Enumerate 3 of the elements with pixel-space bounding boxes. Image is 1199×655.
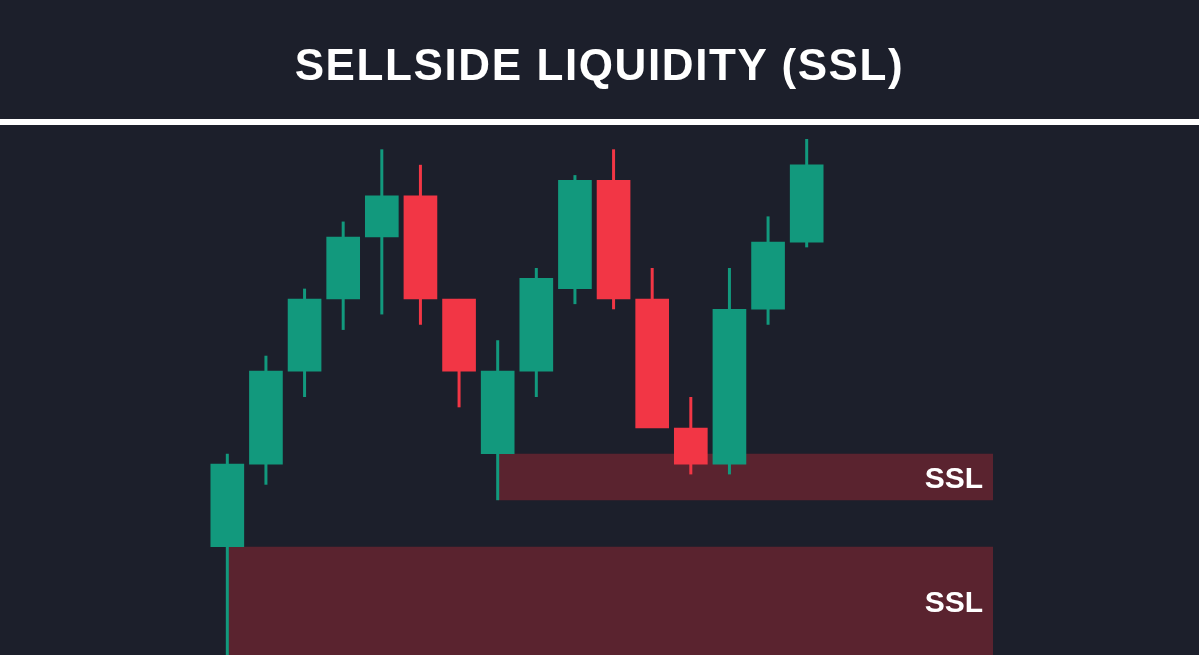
- band-label: SSL: [924, 461, 983, 495]
- chart-title: SELLSIDE LIQUIDITY (SSL): [294, 38, 905, 90]
- band-label: SSL: [924, 585, 983, 619]
